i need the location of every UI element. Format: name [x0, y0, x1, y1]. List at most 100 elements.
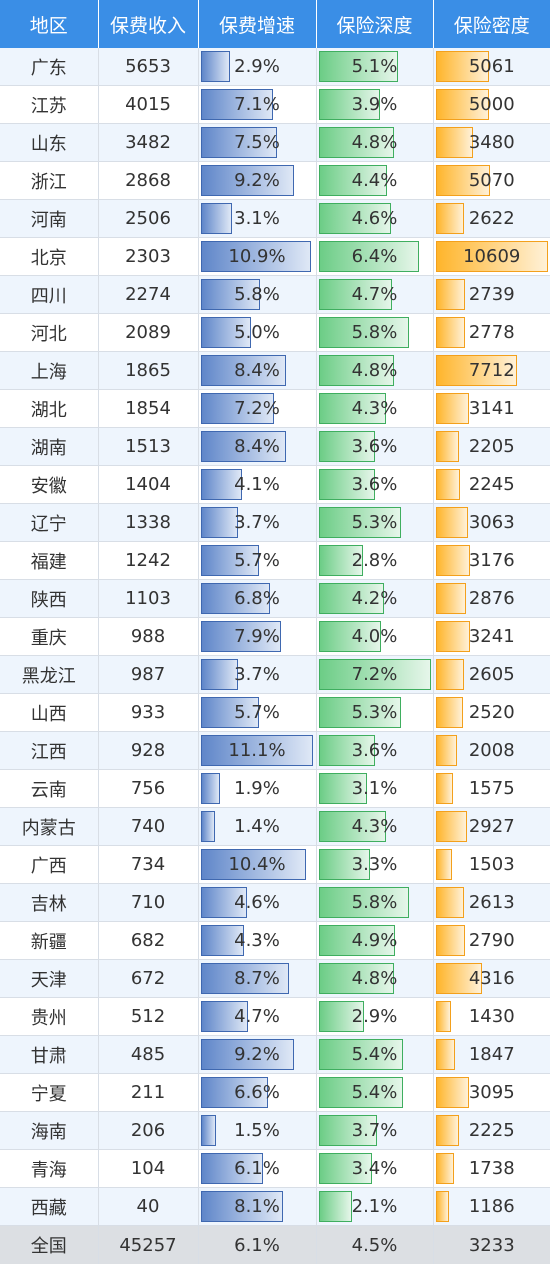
depth-value: 4.0% [351, 626, 398, 647]
insurance-density-cell: 1575 [433, 769, 550, 808]
growth-data-bar [200, 127, 277, 158]
insurance-density-cell: 2008 [433, 731, 550, 770]
density-data-bar [435, 355, 517, 386]
depth-data-bar [318, 89, 380, 120]
growth-value: 11.1% [228, 740, 286, 761]
density-value: 3176 [468, 550, 515, 571]
insurance-depth-cell: 3.6% [316, 731, 434, 770]
table-row: 安徽 1404 4.1% 3.6% 2245 [0, 465, 550, 504]
table-row: 四川 2274 5.8% 4.7% 2739 [0, 275, 550, 314]
density-value: 3480 [468, 132, 515, 153]
insurance-depth-cell: 4.8% [316, 959, 434, 998]
premium-income-cell: 682 [98, 921, 199, 960]
density-value: 2778 [468, 322, 515, 343]
table-row: 广西 734 10.4% 3.3% 1503 [0, 845, 550, 884]
growth-data-bar [200, 355, 286, 386]
premium-growth-cell: 10.4% [198, 845, 317, 884]
density-data-bar [435, 203, 464, 234]
table-row: 福建 1242 5.7% 2.8% 3176 [0, 541, 550, 580]
table-row: 吉林 710 4.6% 5.8% 2613 [0, 883, 550, 922]
insurance-depth-cell: 3.6% [316, 427, 434, 466]
region-cell: 北京 [0, 237, 99, 276]
premium-growth-cell: 7.5% [198, 123, 317, 162]
premium-income-cell: 987 [98, 655, 199, 694]
density-value: 4316 [468, 968, 515, 989]
growth-value: 5.8% [234, 284, 280, 305]
insurance-density-cell: 4316 [433, 959, 550, 998]
insurance-depth-cell: 4.4% [316, 161, 434, 200]
insurance-density-cell: 2739 [433, 275, 550, 314]
table-row: 广东 5653 2.9% 5.1% 5061 [0, 48, 550, 86]
depth-data-bar [318, 735, 375, 766]
insurance-density-cell: 5000 [433, 85, 550, 124]
depth-data-bar [318, 51, 398, 82]
header-insurance-density: 保险密度 [433, 0, 550, 48]
header-insurance-depth: 保险深度 [316, 0, 434, 48]
table-row: 陕西 1103 6.8% 4.2% 2876 [0, 579, 550, 618]
insurance-density-cell: 2520 [433, 693, 550, 732]
premium-income-cell: 2274 [98, 275, 199, 314]
growth-value: 6.6% [234, 1082, 280, 1103]
density-data-bar [435, 431, 459, 462]
density-data-bar [435, 1153, 454, 1184]
region-cell: 西藏 [0, 1187, 99, 1226]
growth-value: 5.7% [234, 702, 280, 723]
growth-value: 8.7% [234, 968, 280, 989]
depth-data-bar [318, 773, 367, 804]
growth-value: 3.7% [234, 512, 280, 533]
premium-growth-cell: 5.7% [198, 541, 317, 580]
density-data-bar [435, 51, 489, 82]
depth-data-bar [318, 241, 419, 272]
insurance-density-cell: 2205 [433, 427, 550, 466]
growth-data-bar [200, 1039, 294, 1070]
region-cell: 安徽 [0, 465, 99, 504]
premium-growth-cell: 8.1% [198, 1187, 317, 1226]
density-value: 2225 [468, 1120, 515, 1141]
density-data-bar [435, 165, 490, 196]
premium-income-cell: 5653 [98, 48, 199, 86]
growth-data-bar [200, 1077, 268, 1108]
depth-value: 4.8% [351, 360, 398, 381]
depth-data-bar [318, 393, 386, 424]
growth-value: 5.0% [234, 322, 280, 343]
insurance-depth-cell: 5.3% [316, 693, 434, 732]
growth-value: 10.4% [228, 854, 286, 875]
depth-value: 4.3% [351, 816, 398, 837]
total-premium-income: 45257 [98, 1225, 199, 1264]
premium-income-cell: 4015 [98, 85, 199, 124]
premium-income-cell: 1103 [98, 579, 199, 618]
depth-data-bar [318, 925, 395, 956]
growth-value: 1.9% [234, 778, 280, 799]
depth-data-bar [318, 1153, 372, 1184]
density-value: 5061 [468, 56, 515, 77]
premium-growth-cell: 6.1% [198, 1149, 317, 1188]
table-row: 内蒙古 740 1.4% 4.3% 2927 [0, 807, 550, 846]
table-row: 山西 933 5.7% 5.3% 2520 [0, 693, 550, 732]
header-row: 地区 保费收入 保费增速 保险深度 保险密度 [0, 0, 550, 48]
growth-data-bar [200, 1001, 248, 1032]
depth-value: 5.4% [351, 1044, 398, 1065]
growth-data-bar [200, 279, 260, 310]
table-row: 天津 672 8.7% 4.8% 4316 [0, 959, 550, 998]
growth-value: 7.2% [234, 398, 280, 419]
growth-data-bar [200, 203, 232, 234]
density-data-bar [435, 469, 460, 500]
depth-value: 4.3% [351, 398, 398, 419]
table-row: 浙江 2868 9.2% 4.4% 5070 [0, 161, 550, 200]
depth-value: 2.8% [351, 550, 398, 571]
insurance-density-cell: 3141 [433, 389, 550, 428]
depth-value: 5.1% [351, 56, 398, 77]
growth-value: 4.1% [234, 474, 280, 495]
premium-growth-cell: 5.7% [198, 693, 317, 732]
premium-income-cell: 1242 [98, 541, 199, 580]
density-value: 2790 [468, 930, 515, 951]
region-cell: 宁夏 [0, 1073, 99, 1112]
growth-value: 3.1% [234, 208, 280, 229]
insurance-depth-cell: 4.2% [316, 579, 434, 618]
growth-data-bar [200, 469, 242, 500]
insurance-depth-cell: 4.7% [316, 275, 434, 314]
density-data-bar [435, 811, 467, 842]
depth-data-bar [318, 1191, 352, 1222]
header-region: 地区 [0, 0, 99, 48]
depth-value: 3.4% [351, 1158, 398, 1179]
